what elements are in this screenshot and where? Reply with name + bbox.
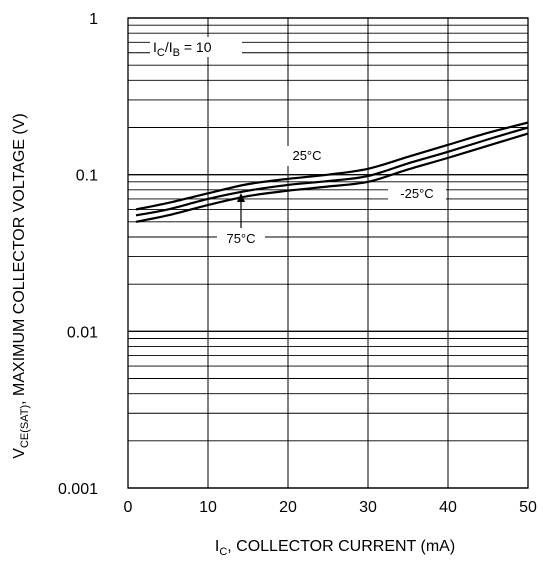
y-tick-label: 0.1 xyxy=(76,168,98,185)
label-minus25c-bg xyxy=(388,184,446,204)
label-75c-bg xyxy=(217,229,265,249)
label-minus25c: -25°C xyxy=(400,186,433,201)
label-25c-bg xyxy=(283,146,331,166)
y-axis-title: VCE(SAT), MAXIMUM COLLECTOR VOLTAGE (V) xyxy=(11,113,31,458)
plot-frame xyxy=(127,17,529,489)
tick-labels: 0 10 20 30 40 50 0.001 0.01 0.1 1 xyxy=(58,11,537,516)
grid xyxy=(127,17,529,489)
x-axis-title: IC, COLLECTOR CURRENT (mA) xyxy=(215,538,455,558)
x-tick-label: 0 xyxy=(124,499,133,516)
y-tick-label: 0.01 xyxy=(67,324,98,341)
condition-label-bg xyxy=(150,37,242,57)
series-line-0 xyxy=(135,121,529,211)
series-line-1 xyxy=(135,126,529,217)
condition-label: IC/IB = 10 xyxy=(153,39,212,59)
x-tick-label: 40 xyxy=(439,499,457,516)
arrow-75c-head xyxy=(237,193,245,202)
x-tick-label: 10 xyxy=(199,499,217,516)
series-line-2 xyxy=(135,132,529,223)
annotations: IC/IB = 10 25°C -25°C 75°C xyxy=(150,37,446,249)
series-lines xyxy=(135,121,529,223)
plot-border xyxy=(127,17,529,489)
y-tick-label: 0.001 xyxy=(58,481,98,498)
x-tick-label: 30 xyxy=(359,499,377,516)
x-tick-label: 20 xyxy=(279,499,297,516)
x-tick-label: 50 xyxy=(519,499,537,516)
label-25c: 25°C xyxy=(292,148,321,163)
label-75c: 75°C xyxy=(226,231,255,246)
y-tick-label: 1 xyxy=(89,11,98,28)
